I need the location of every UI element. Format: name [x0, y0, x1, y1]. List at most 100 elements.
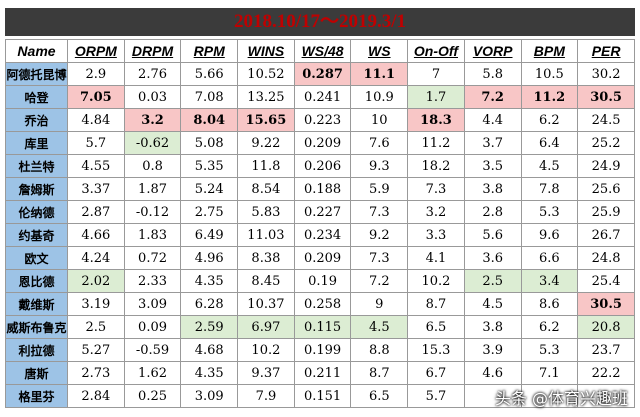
table-row: 威斯布鲁克 2.5 0.09 2.59 6.97 0.115 4.5 6.5 3.8 6.2 20.…	[5, 315, 635, 339]
stat-cell: 6.2	[520, 315, 579, 339]
player-name: 戴维斯	[5, 292, 68, 316]
stat-cell: 0.234	[293, 223, 352, 247]
table-row: 伦纳德 2.87 -0.12 2.75 5.83 0.227 7.3 3.2 2.8 5.3 25.…	[5, 200, 635, 224]
stat-cell	[463, 384, 522, 408]
stat-cell: 3.7	[463, 131, 522, 155]
stat-cell: 7.3	[350, 200, 409, 224]
stat-cell: 26.7	[577, 223, 635, 247]
stat-cell: 8.6	[520, 292, 579, 316]
stat-cell: -0.62	[123, 131, 182, 155]
table-row: 唐斯 2.73 1.62 4.35 9.37 0.211 8.7 6.7 4.6 7.1 22.2	[5, 361, 635, 385]
stat-cell: 10.5	[520, 62, 579, 86]
stat-cell: 5.24	[180, 177, 239, 201]
table-row: 戴维斯 3.19 3.09 6.28 10.37 0.258 9 8.7 4.5 8.6 30.5	[5, 292, 635, 316]
stat-cell	[520, 384, 579, 408]
stat-cell: 11.8	[237, 154, 295, 178]
stat-cell: 5.7	[67, 131, 125, 155]
stat-cell	[577, 384, 635, 408]
stat-cell: 30.5	[577, 292, 635, 316]
stat-cell: 7.3	[407, 177, 465, 201]
player-name: 库里	[5, 131, 68, 155]
column-header: PER	[577, 39, 635, 63]
stat-cell: 0.199	[293, 338, 352, 362]
stat-cell: 0.09	[123, 315, 182, 339]
player-name: 詹姆斯	[5, 177, 68, 201]
stat-cell: 9.2	[350, 223, 409, 247]
stat-cell: 8.7	[407, 292, 465, 316]
stat-cell: 4.55	[67, 154, 125, 178]
stat-cell: 3.09	[123, 292, 182, 316]
stat-cell: 2.73	[67, 361, 125, 385]
stat-cell: 0.188	[293, 177, 352, 201]
watermark: 头条 @体育兴趣班	[494, 389, 628, 408]
stat-cell: 25.2	[577, 131, 635, 155]
stat-cell: 6.5	[407, 315, 465, 339]
stat-cell: 8.38	[237, 246, 295, 270]
stat-cell: 3.8	[463, 315, 522, 339]
stat-cell: 10.52	[237, 62, 295, 86]
stat-cell: 3.2	[407, 200, 465, 224]
header-row: Name ORPM DRPM RPM WINS WS/48 WS On-Off VORP BPM P…	[5, 39, 635, 63]
stat-cell: 2.5	[463, 269, 522, 293]
stat-cell: 0.151	[293, 384, 352, 408]
stat-cell: 6.97	[237, 315, 295, 339]
stat-cell: 3.5	[463, 154, 522, 178]
stat-cell: 2.02	[67, 269, 125, 293]
table-row: 欧文 4.24 0.72 4.96 8.38 0.209 7.3 4.1 3.6 6.6 24.8	[5, 246, 635, 270]
stat-cell: 6.4	[520, 131, 579, 155]
player-name: 唐斯	[5, 361, 68, 385]
table-row: 杜兰特 4.55 0.8 5.35 11.8 0.206 9.3 18.2 3.5 4.5 24.9	[5, 154, 635, 178]
stat-cell: 0.241	[293, 85, 352, 109]
player-name: 阿德托昆博	[5, 62, 68, 86]
stat-cell: 9.37	[237, 361, 295, 385]
column-header: ORPM	[67, 39, 125, 63]
title: 2018.10/17～2019.3/1	[5, 8, 635, 36]
stat-cell: 7.1	[520, 361, 579, 385]
stat-cell: 9.3	[350, 154, 409, 178]
player-name: 约基奇	[5, 223, 68, 247]
table-row: 詹姆斯 3.37 1.87 5.24 8.54 0.188 5.9 7.3 3.8 7.8 25.6	[5, 177, 635, 201]
stat-cell: 9.6	[520, 223, 579, 247]
stat-cell: 5.3	[520, 200, 579, 224]
stat-cell: 4.96	[180, 246, 239, 270]
column-header: WINS	[237, 39, 295, 63]
stat-cell: 0.209	[293, 246, 352, 270]
stat-cell: 3.3	[407, 223, 465, 247]
player-name: 欧文	[5, 246, 68, 270]
stat-cell: 10.2	[237, 338, 295, 362]
stat-cell: 3.4	[520, 269, 579, 293]
table-row: 库里 5.7 -0.62 5.08 9.22 0.209 7.6 11.2 3.7 6.4 25.2	[5, 131, 635, 155]
stat-cell: 22.2	[577, 361, 635, 385]
table-row: 约基奇 4.66 1.83 6.49 11.03 0.234 9.2 3.3 5.6 9.6 26.…	[5, 223, 635, 247]
stat-cell: 23.7	[577, 338, 635, 362]
stat-cell: 9.22	[237, 131, 295, 155]
stat-cell: 15.3	[407, 338, 465, 362]
column-header: RPM	[180, 39, 239, 63]
stat-cell: 0.211	[293, 361, 352, 385]
stat-cell: 0.72	[123, 246, 182, 270]
stat-cell: 7.08	[180, 85, 239, 109]
player-name: 恩比德	[5, 269, 68, 293]
stat-cell: 5.83	[237, 200, 295, 224]
column-header: BPM	[520, 39, 579, 63]
table-body: 阿德托昆博 2.9 2.76 5.66 10.52 0.287 11.1 7 5.8 10.5 30…	[5, 62, 635, 408]
stat-cell: 4.66	[67, 223, 125, 247]
stat-cell: 8.04	[180, 108, 239, 132]
table-row: 哈登 7.05 0.03 7.08 13.25 0.241 10.9 1.7 7.2 11.2 30…	[5, 85, 635, 109]
stat-cell: 2.33	[123, 269, 182, 293]
stat-cell: 5.3	[520, 338, 579, 362]
stat-cell: 10.9	[350, 85, 409, 109]
stat-cell: 24.9	[577, 154, 635, 178]
stat-cell: 11.1	[350, 62, 409, 86]
stat-cell: 7.6	[350, 131, 409, 155]
stat-cell: 5.08	[180, 131, 239, 155]
stat-cell: 10	[350, 108, 409, 132]
player-name: 杜兰特	[5, 154, 68, 178]
stat-cell: 7	[407, 62, 465, 86]
stat-cell: 5.35	[180, 154, 239, 178]
stat-cell: 2.59	[180, 315, 239, 339]
stat-cell: 2.8	[463, 200, 522, 224]
stat-cell: 0.19	[293, 269, 352, 293]
stat-cell: 25.4	[577, 269, 635, 293]
stat-cell: 0.223	[293, 108, 352, 132]
